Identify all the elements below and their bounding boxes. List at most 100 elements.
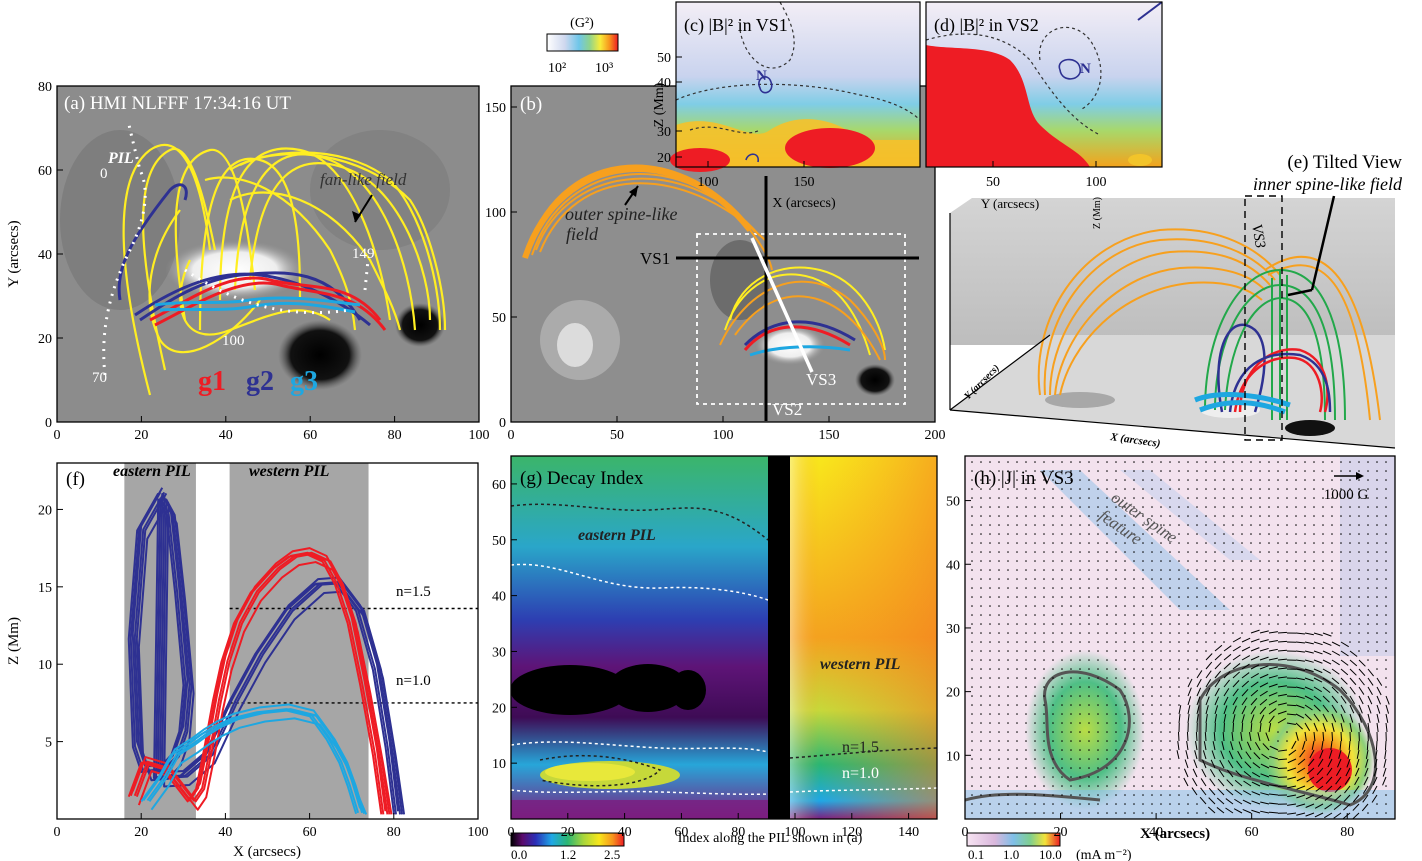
field-vector-dot: [1367, 560, 1369, 562]
field-vector: [1340, 686, 1348, 695]
field-vector-dot: [1115, 542, 1117, 544]
field-vector-dot: [989, 695, 991, 697]
field-vector-dot: [1043, 767, 1045, 769]
field-vector: [1347, 749, 1351, 759]
y-tick-label: 80: [38, 80, 52, 95]
field-vector-dot: [971, 722, 973, 724]
field-vector: [1232, 705, 1237, 715]
field-vector-dot: [1070, 632, 1072, 634]
field-vector-dot: [1313, 569, 1315, 571]
field-vector-dot: [1169, 506, 1171, 508]
field-vector-dot: [1097, 614, 1099, 616]
field-vector: [1296, 794, 1306, 799]
field-vector-dot: [971, 623, 973, 625]
field-vector: [1277, 710, 1287, 715]
field-vector-dot: [1349, 515, 1351, 517]
field-vector-dot: [1025, 533, 1027, 535]
field-vector-dot: [1385, 461, 1387, 463]
field-vector: [1313, 668, 1323, 674]
field-vector-dot: [1034, 515, 1036, 517]
field-vector-dot: [1277, 569, 1279, 571]
field-vector-dot: [1079, 479, 1081, 481]
field-vector-dot: [1196, 488, 1198, 490]
field-vector-dot: [1025, 785, 1027, 787]
field-vector-dot: [1160, 605, 1162, 607]
field-vector-dot: [1367, 632, 1369, 634]
field-vector-dot: [1106, 812, 1108, 814]
field-vector-dot: [1196, 632, 1198, 634]
field-vector-dot: [1196, 515, 1198, 517]
field-vector-dot: [1106, 596, 1108, 598]
field-vector-dot: [1277, 623, 1279, 625]
field-vector-dot: [1376, 623, 1378, 625]
field-vector-dot: [1142, 587, 1144, 589]
field-vector-dot: [1223, 497, 1225, 499]
field-vector: [1376, 704, 1381, 714]
field-vector: [1248, 732, 1252, 742]
field-vector-dot: [1070, 623, 1072, 625]
field-vector-dot: [1349, 533, 1351, 535]
field-vector-dot: [1304, 488, 1306, 490]
field-vector-dot: [1115, 722, 1117, 724]
field-vector-dot: [1088, 776, 1090, 778]
field-vector: [1334, 794, 1342, 802]
field-vector-dot: [1088, 641, 1090, 643]
field-vector-dot: [971, 758, 973, 760]
field-vector-dot: [1070, 713, 1072, 715]
field-vector-dot: [1205, 614, 1207, 616]
field-vector-dot: [1367, 515, 1369, 517]
field-vector-dot: [1133, 641, 1135, 643]
field-vector-dot: [1322, 560, 1324, 562]
field-vector-dot: [1016, 803, 1018, 805]
field-vector-dot: [1007, 740, 1009, 742]
field-vector-dot: [1187, 569, 1189, 571]
field-vector-dot: [1133, 659, 1135, 661]
field-vector: [1277, 718, 1287, 724]
field-vector-dot: [1016, 614, 1018, 616]
field-vector-dot: [1079, 740, 1081, 742]
x-tick-label: 20: [561, 825, 575, 840]
field-vector-dot: [1277, 461, 1279, 463]
field-vector-dot: [1133, 776, 1135, 778]
field-vector: [1232, 663, 1241, 670]
field-vector-dot: [980, 776, 982, 778]
field-vector-dot: [1133, 722, 1135, 724]
field-vector-dot: [1358, 488, 1360, 490]
field-vector-dot: [1043, 731, 1045, 733]
field-vector-dot: [1367, 497, 1369, 499]
field-vector-dot: [1052, 623, 1054, 625]
field-vector: [1348, 740, 1351, 751]
field-vector-dot: [989, 605, 991, 607]
field-vector-dot: [1115, 812, 1117, 814]
field-vector: [1223, 705, 1228, 715]
field-vector-dot: [1196, 497, 1198, 499]
field-vector-dot: [1259, 479, 1261, 481]
field-vector-dot: [980, 605, 982, 607]
field-vector-dot: [1340, 632, 1342, 634]
field-vector: [1196, 670, 1203, 679]
field-vector-dot: [1385, 668, 1387, 670]
field-vector: [1226, 779, 1234, 787]
field-vector-dot: [1124, 641, 1126, 643]
field-vector-dot: [998, 470, 1000, 472]
field-vector-dot: [1115, 524, 1117, 526]
field-vector: [1331, 668, 1340, 675]
field-vector: [1219, 759, 1225, 769]
field-vector-dot: [1115, 731, 1117, 733]
field-vector-dot: [1331, 623, 1333, 625]
field-vector: [1305, 803, 1315, 808]
field-vector-dot: [1178, 686, 1180, 688]
field-vector-dot: [1241, 515, 1243, 517]
field-vector: [1252, 762, 1261, 769]
field-vector: [1324, 812, 1333, 819]
field-vector-dot: [1304, 560, 1306, 562]
field-vector: [1322, 659, 1332, 665]
field-vector-dot: [1277, 740, 1279, 742]
field-vector-dot: [1142, 524, 1144, 526]
field-vector-dot: [1133, 605, 1135, 607]
field-vector-dot: [1043, 686, 1045, 688]
field-vector-dot: [1106, 695, 1108, 697]
field-vector-dot: [1385, 686, 1387, 688]
field-vector-dot: [1367, 551, 1369, 553]
field-vector-dot: [1115, 686, 1117, 688]
